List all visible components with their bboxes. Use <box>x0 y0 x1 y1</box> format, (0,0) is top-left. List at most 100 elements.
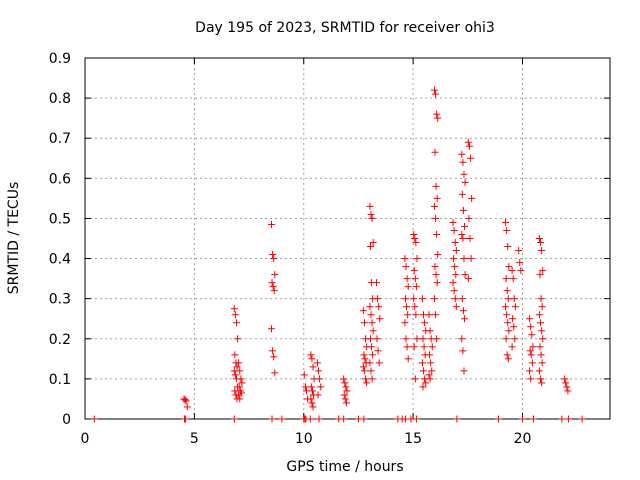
data-point <box>232 319 240 327</box>
data-point <box>360 351 368 359</box>
data-point <box>517 267 525 275</box>
data-point <box>516 259 524 267</box>
data-point <box>561 375 569 383</box>
data-point <box>502 303 510 311</box>
data-point <box>300 371 308 379</box>
data-point <box>313 359 321 367</box>
data-point <box>433 194 441 202</box>
data-point <box>504 319 512 327</box>
data-point <box>433 230 441 238</box>
y-tick-label: 0.8 <box>49 91 71 107</box>
data-point <box>302 387 310 395</box>
data-point <box>465 214 473 222</box>
data-point <box>182 415 190 423</box>
data-point <box>430 202 438 210</box>
y-tick-label: 0.2 <box>49 332 71 348</box>
data-point <box>536 271 544 279</box>
data-point <box>537 375 545 383</box>
data-point <box>460 367 468 375</box>
data-point <box>404 311 412 319</box>
data-point <box>461 222 469 230</box>
data-point <box>504 243 512 251</box>
data-point <box>461 315 469 323</box>
data-point <box>308 399 316 407</box>
data-point <box>413 335 421 343</box>
data-point <box>401 255 409 263</box>
data-point <box>403 275 411 283</box>
data-point <box>509 315 517 323</box>
data-point <box>300 415 308 423</box>
data-point <box>401 295 409 303</box>
data-point <box>372 279 380 287</box>
data-point <box>369 327 377 335</box>
data-point <box>526 367 534 375</box>
data-point <box>538 327 546 335</box>
data-point <box>431 148 439 156</box>
data-point <box>449 218 457 226</box>
data-point <box>433 110 441 118</box>
data-point <box>425 371 433 379</box>
data-point <box>537 351 545 359</box>
data-point <box>235 383 243 391</box>
plot-border <box>84 57 611 420</box>
data-point <box>558 415 566 423</box>
data-point <box>537 295 545 303</box>
x-tick-label: 0 <box>81 431 90 447</box>
data-point <box>431 263 439 271</box>
data-point <box>460 255 468 263</box>
data-point <box>309 363 317 371</box>
data-point <box>427 359 435 367</box>
data-point <box>231 351 239 359</box>
data-point <box>411 375 419 383</box>
data-point <box>426 351 434 359</box>
data-point <box>359 307 367 315</box>
data-point <box>459 307 467 315</box>
data-point <box>410 230 418 238</box>
data-point <box>578 415 586 423</box>
data-point <box>511 335 519 343</box>
data-point <box>504 295 512 303</box>
data-point <box>360 319 368 327</box>
data-point <box>235 359 243 367</box>
data-point <box>539 335 547 343</box>
data-point <box>509 275 517 283</box>
data-point <box>425 311 433 319</box>
data-point <box>398 415 406 423</box>
data-point <box>342 383 350 391</box>
data-point <box>538 379 546 387</box>
y-tick-label: 0.1 <box>49 372 71 388</box>
data-point <box>361 355 369 363</box>
data-point <box>375 303 383 311</box>
data-point <box>467 154 475 162</box>
y-axis-label: SRMTID / TECUs <box>6 182 22 295</box>
axis-ticks: 0 0.1 0.2 0.3 0.4 0.5 0.6 0.7 0.8 0.9 0 5 10 15 20 <box>49 51 610 447</box>
data-point <box>519 415 526 423</box>
data-point <box>508 267 516 275</box>
data-point <box>376 315 384 323</box>
data-point <box>343 387 351 395</box>
data-point <box>183 403 191 411</box>
data-point <box>375 359 383 367</box>
data-point <box>340 391 348 399</box>
data-point <box>430 86 438 94</box>
data-point <box>412 283 420 291</box>
data-point <box>308 355 316 363</box>
data-point <box>466 235 474 242</box>
data-point <box>268 415 276 423</box>
data-point <box>535 367 543 375</box>
data-point <box>404 355 412 363</box>
data-point <box>451 295 459 303</box>
data-point <box>537 319 545 327</box>
data-point <box>314 391 322 399</box>
data-point <box>420 367 428 375</box>
data-point <box>426 327 434 335</box>
data-point <box>268 279 276 287</box>
data-point <box>432 214 440 222</box>
data-point <box>307 351 315 359</box>
data-point <box>419 335 427 343</box>
data-point <box>432 182 440 190</box>
data-point <box>234 335 242 343</box>
data-point <box>315 367 323 375</box>
data-point <box>529 343 537 351</box>
data-point <box>269 283 277 291</box>
